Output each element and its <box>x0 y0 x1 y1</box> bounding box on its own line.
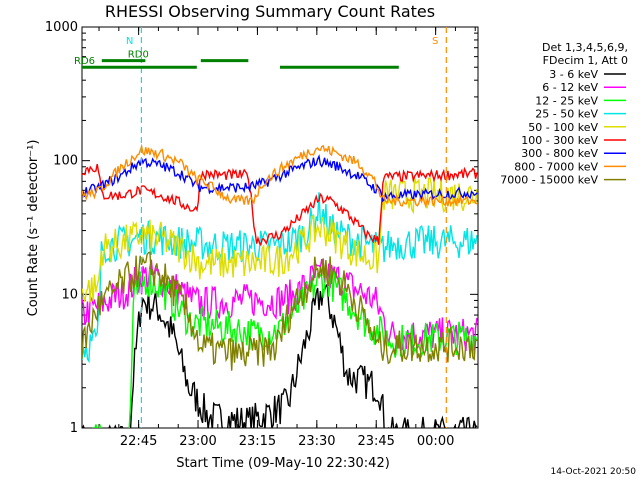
legend-label: 3 - 6 keV <box>549 68 598 81</box>
x-tick-label: 00:00 <box>417 434 454 449</box>
legend-label: 7000 - 15000 keV <box>500 174 598 187</box>
plot-area: 1 10 100 1000 22:45 23:00 23:15 23:30 23:45 00:00… <box>45 20 479 449</box>
series-line-1 <box>82 282 478 428</box>
legend-label: 300 - 800 keV <box>521 147 598 160</box>
y-tick-label: 1 <box>70 421 78 436</box>
x-tick-label: 23:45 <box>357 434 394 449</box>
legend-label: 6 - 12 keV <box>542 81 598 94</box>
legend-label: 25 - 50 keV <box>535 108 598 121</box>
orbit-bar-label: RD6 <box>74 56 95 67</box>
timestamp: 14-Oct-2021 20:50 <box>551 467 637 477</box>
series-line-5 <box>82 177 478 303</box>
y-tick-label: 1000 <box>45 20 78 35</box>
legend-label: 50 - 100 keV <box>528 121 598 134</box>
y-tick-label: 100 <box>53 154 78 169</box>
series-line-6 <box>82 163 478 247</box>
series-line-3 <box>92 268 478 428</box>
legend-label: 100 - 300 keV <box>521 134 598 147</box>
chart-title: RHESSI Observing Summary Count Rates <box>105 2 435 21</box>
series-line-8 <box>82 143 478 209</box>
plot-frame <box>81 26 479 429</box>
y-tick-label: 10 <box>61 287 78 302</box>
attenuator-marker-label: N <box>126 36 133 47</box>
series-line-9 <box>82 251 478 371</box>
orbit-bar-label: RD0 <box>128 50 149 61</box>
x-tick-label: 22:45 <box>120 434 157 449</box>
attenuator-marker-label: S <box>432 36 438 47</box>
x-tick-label: 23:15 <box>239 434 276 449</box>
y-axis-label: Count Rate (s⁻¹ detector⁻¹) <box>26 140 41 317</box>
x-tick-label: 23:00 <box>179 434 216 449</box>
series-group <box>82 143 478 428</box>
x-tick-label: 23:30 <box>298 434 335 449</box>
x-axis-label: Start Time (09-May-10 22:30:42) <box>176 456 390 471</box>
legend-label: 12 - 25 keV <box>535 94 598 107</box>
legend-header-line-1: Det 1,3,4,5,6,9, <box>542 41 628 54</box>
series-line-7 <box>82 154 478 203</box>
legend-header-line-2: FDecim 1, Att 0 <box>543 54 628 67</box>
legend-label: 800 - 7000 keV <box>514 160 598 173</box>
